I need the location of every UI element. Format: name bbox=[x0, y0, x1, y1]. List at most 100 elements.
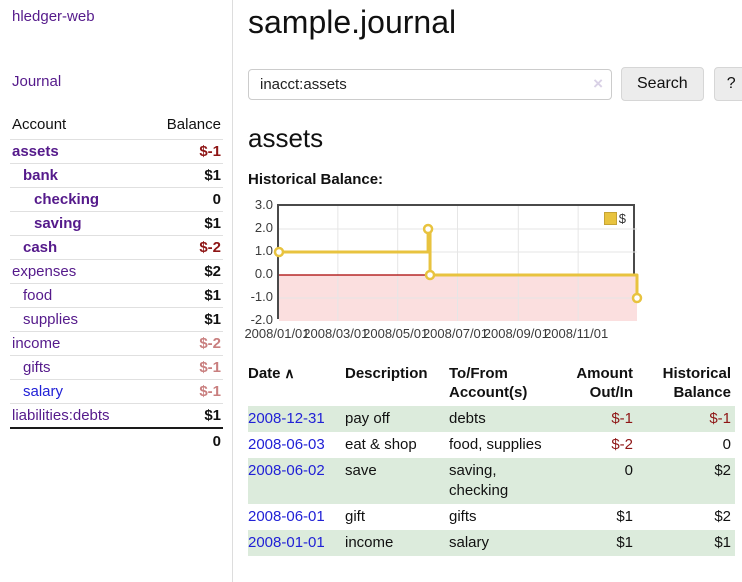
account-link[interactable]: cash bbox=[23, 239, 58, 256]
account-link[interactable]: income bbox=[12, 335, 61, 352]
account-link[interactable]: supplies bbox=[23, 311, 79, 328]
x-axis-tick: 2008/11/01 bbox=[544, 326, 609, 341]
register-col-date[interactable]: Date ∧ bbox=[248, 365, 295, 382]
chart-plot[interactable]: $ bbox=[273, 204, 643, 321]
account-row: checking 0 bbox=[10, 187, 223, 212]
register-col-amount: Amount Out/In bbox=[576, 365, 633, 401]
y-axis-tick: 2.0 bbox=[254, 220, 273, 235]
account-row: bank $1 bbox=[10, 163, 223, 188]
transaction-amount: 0 bbox=[624, 462, 633, 479]
register-col-to-from: To/From Account(s) bbox=[449, 365, 528, 401]
transaction-accounts: saving, checking bbox=[449, 462, 509, 499]
account-balance: $-2 bbox=[145, 235, 223, 260]
account-row: income $-2 bbox=[10, 331, 223, 356]
app-title-link[interactable]: hledger-web bbox=[12, 8, 95, 25]
transaction-balance: 0 bbox=[722, 436, 731, 453]
search-button[interactable]: Search bbox=[621, 67, 704, 101]
account-balance: $2 bbox=[145, 259, 223, 284]
transaction-date-link[interactable]: 2008-06-03 bbox=[248, 436, 325, 453]
account-row: expenses $2 bbox=[10, 259, 223, 284]
legend-swatch-icon bbox=[603, 212, 617, 225]
transaction-description: eat & shop bbox=[345, 436, 417, 453]
sidebar-item-journal[interactable]: Journal bbox=[12, 73, 62, 90]
transaction-amount: $1 bbox=[616, 534, 633, 551]
y-axis-tick: 0.0 bbox=[254, 266, 273, 281]
account-row: liabilities:debts $1 bbox=[10, 403, 223, 428]
account-balance: $1 bbox=[145, 283, 223, 308]
register-table: Date ∧ Description To/From Account(s) Amount… bbox=[248, 362, 735, 556]
main-content: sample.journal × Search ? assets Histori… bbox=[244, 0, 742, 556]
account-balance: $-1 bbox=[145, 139, 223, 164]
account-balance: $1 bbox=[145, 211, 223, 236]
transaction-balance: $2 bbox=[714, 462, 731, 479]
account-link[interactable]: assets bbox=[12, 143, 59, 160]
account-row: saving $1 bbox=[10, 211, 223, 236]
accounts-table: Account Balance assets $-1 bank $1 check… bbox=[10, 112, 223, 454]
x-axis-tick: 2008/07/01 bbox=[422, 326, 489, 341]
transaction-description: income bbox=[345, 534, 394, 551]
transaction-balance: $-1 bbox=[709, 410, 731, 427]
transaction-row[interactable]: 2008-06-01 gift gifts $1 $2 bbox=[248, 504, 735, 530]
transaction-date-link[interactable]: 2008-12-31 bbox=[248, 410, 325, 427]
y-axis-tick: 3.0 bbox=[254, 197, 273, 212]
transaction-accounts: salary bbox=[449, 534, 490, 551]
account-link[interactable]: liabilities:debts bbox=[12, 407, 110, 424]
transaction-accounts: food, supplies bbox=[449, 436, 542, 453]
balance-chart: $ 3.0 2.0 1.0 0.0 -1.0 -2.0 2008/01/01 2008/03/… bbox=[244, 198, 742, 344]
chart-canvas bbox=[273, 206, 643, 321]
transaction-balance: $2 bbox=[714, 508, 731, 525]
y-axis-tick: 1.0 bbox=[254, 243, 273, 258]
transaction-amount: $1 bbox=[616, 508, 633, 525]
account-link[interactable]: saving bbox=[34, 215, 82, 232]
account-heading: assets bbox=[248, 123, 324, 153]
transaction-row[interactable]: 2008-06-03 eat & shop food, supplies $-2… bbox=[248, 432, 735, 458]
help-button[interactable]: ? bbox=[713, 67, 742, 101]
legend-label: $ bbox=[618, 211, 626, 226]
account-row: food $1 bbox=[10, 283, 223, 308]
transaction-amount: $-2 bbox=[611, 436, 633, 453]
page-title: sample.journal bbox=[248, 4, 457, 40]
accounts-total-row: 0 bbox=[10, 427, 223, 454]
x-axis-tick: 2008/01/01 bbox=[244, 326, 310, 341]
transaction-date-link[interactable]: 2008-06-01 bbox=[248, 508, 325, 525]
account-row: gifts $-1 bbox=[10, 355, 223, 380]
chart-title: Historical Balance: bbox=[248, 171, 384, 188]
account-balance: $1 bbox=[145, 403, 223, 428]
account-row: assets $-1 bbox=[10, 139, 223, 164]
search-form: × Search ? bbox=[248, 67, 742, 101]
accounts-col-account: Account bbox=[12, 116, 67, 133]
transaction-row[interactable]: 2008-01-01 income salary $1 $1 bbox=[248, 530, 735, 556]
transaction-amount: $-1 bbox=[611, 410, 633, 427]
account-balance: 0 bbox=[145, 187, 223, 212]
clear-search-icon[interactable]: × bbox=[593, 73, 603, 93]
account-row: salary $-1 bbox=[10, 379, 223, 404]
transaction-description: gift bbox=[345, 508, 366, 525]
accounts-total: 0 bbox=[145, 427, 223, 454]
account-link[interactable]: food bbox=[23, 287, 53, 304]
account-link[interactable]: salary bbox=[23, 383, 64, 400]
transaction-date-link[interactable]: 2008-01-01 bbox=[248, 534, 325, 551]
y-axis-tick: -2.0 bbox=[250, 312, 273, 327]
account-balance: $1 bbox=[145, 307, 223, 332]
account-link[interactable]: expenses bbox=[12, 263, 77, 280]
transaction-balance: $1 bbox=[714, 534, 731, 551]
register-col-description: Description bbox=[345, 365, 428, 382]
y-axis-tick: -1.0 bbox=[250, 289, 273, 304]
search-input[interactable] bbox=[248, 68, 612, 100]
x-axis-tick: 2008/03/01 bbox=[303, 326, 369, 341]
transaction-accounts: debts bbox=[449, 410, 486, 427]
sidebar: hledger-web Journal Account Balance asse… bbox=[0, 0, 233, 582]
account-link[interactable]: checking bbox=[34, 191, 100, 208]
account-link[interactable]: bank bbox=[23, 167, 59, 184]
transaction-description: save bbox=[345, 462, 377, 479]
account-link[interactable]: gifts bbox=[23, 359, 51, 376]
transaction-date-link[interactable]: 2008-06-02 bbox=[248, 462, 325, 479]
account-row: supplies $1 bbox=[10, 307, 223, 332]
register-col-historical: Historical Balance bbox=[662, 365, 731, 401]
transaction-row[interactable]: 2008-12-31 pay off debts $-1 $-1 bbox=[248, 406, 735, 432]
account-balance: $1 bbox=[145, 163, 223, 188]
x-axis-tick: 2008/09/01 bbox=[483, 326, 549, 341]
transaction-row[interactable]: 2008-06-02 save saving, checking 0 $2 bbox=[248, 458, 735, 504]
sort-asc-icon: ∧ bbox=[280, 365, 295, 381]
transaction-accounts: gifts bbox=[449, 508, 477, 525]
